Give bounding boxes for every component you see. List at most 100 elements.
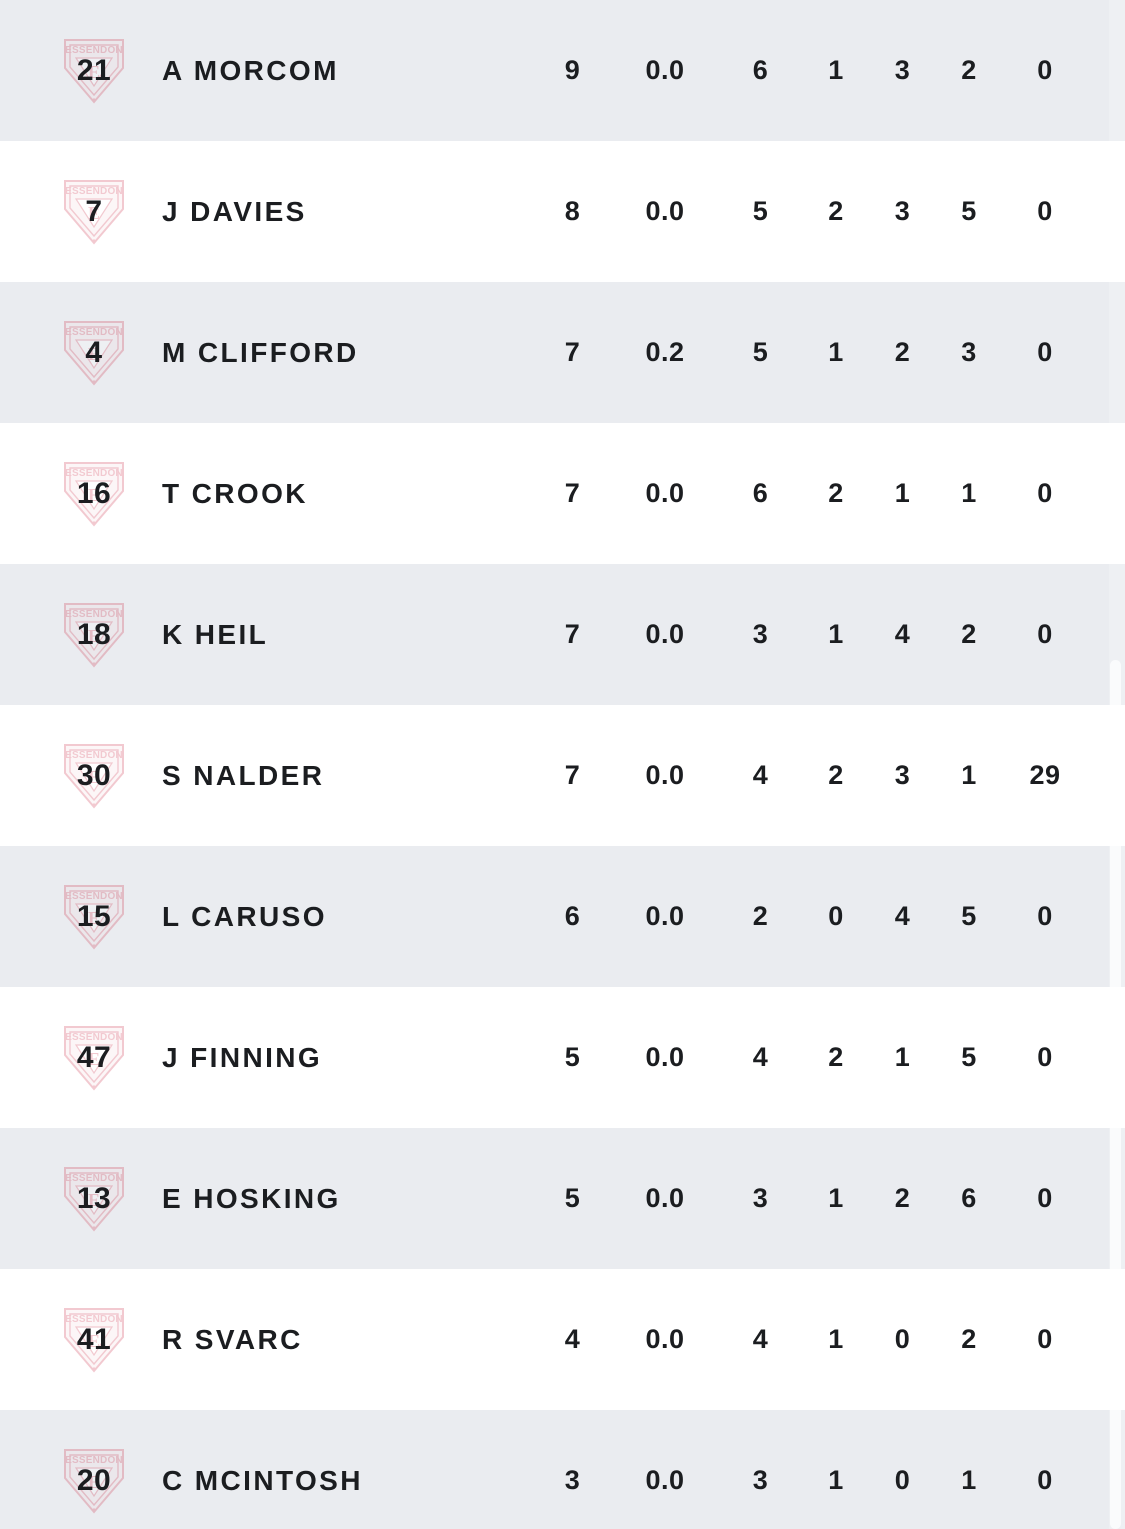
player-name[interactable]: M CLIFFORD (162, 336, 359, 368)
jersey-number: 41 (76, 1322, 112, 1356)
stat-value-6: 3 (961, 337, 977, 367)
player-stats-group: 7 0.0 6 2 1 1 0 (533, 423, 1125, 564)
jersey-number-cell: ESSENDON E 21 (55, 32, 133, 110)
table-row[interactable]: ESSENDON E 4 M CLIFFORD 7 0.2 5 1 2 3 0 (0, 282, 1125, 423)
jersey-number-cell: ESSENDON E 18 (55, 596, 133, 674)
svg-text:E: E (88, 767, 100, 787)
stat-value-2: 0.0 (645, 901, 685, 931)
player-name[interactable]: E HOSKING (162, 1182, 341, 1214)
stat-value-6: 5 (961, 901, 977, 931)
player-name[interactable]: J FINNING (162, 1041, 323, 1073)
player-name[interactable]: R SVARC (162, 1323, 303, 1355)
table-row[interactable]: ESSENDON E 7 J DAVIES 8 0.0 5 2 3 5 0 (0, 141, 1125, 282)
stat-value-3: 2 (752, 901, 769, 931)
essendon-shield-icon: ESSENDON E (64, 1448, 124, 1514)
svg-text:E: E (88, 62, 100, 82)
stat-value-7: 0 (1037, 1183, 1053, 1213)
player-name[interactable]: S NALDER (162, 759, 325, 791)
jersey-number-cell: ESSENDON E 15 (55, 878, 133, 956)
player-stats-group: 7 0.0 3 1 4 2 0 (533, 564, 1125, 705)
stat-value-1: 8 (564, 196, 581, 226)
player-stats-group: 4 0.0 4 1 0 2 0 (533, 1269, 1125, 1410)
stat-value-6: 5 (961, 1042, 977, 1072)
stat-value-7: 0 (1037, 337, 1053, 367)
jersey-number-cell: ESSENDON E 20 (55, 1442, 133, 1520)
stat-value-1: 9 (564, 55, 581, 85)
jersey-number-cell: ESSENDON E 13 (55, 1160, 133, 1238)
stat-value-2: 0.0 (645, 1465, 685, 1495)
stat-value-1: 3 (564, 1465, 581, 1495)
jersey-number-cell: ESSENDON E 16 (55, 455, 133, 533)
svg-text:ESSENDON: ESSENDON (65, 1173, 123, 1184)
stat-value-6: 1 (961, 760, 977, 790)
svg-text:ESSENDON: ESSENDON (65, 1455, 123, 1466)
stat-value-2: 0.0 (645, 55, 685, 85)
table-row[interactable]: ESSENDON E 18 K HEIL 7 0.0 3 1 4 2 0 (0, 564, 1125, 705)
stat-value-5: 1 (894, 478, 911, 508)
stat-value-4: 1 (828, 1324, 844, 1354)
stat-value-7: 0 (1037, 196, 1053, 226)
player-stats-group: 5 0.0 4 2 1 5 0 (533, 987, 1125, 1128)
table-row[interactable]: ESSENDON E 13 E HOSKING 5 0.0 3 1 2 6 0 (0, 1128, 1125, 1269)
stat-value-7: 0 (1037, 1465, 1053, 1495)
stat-value-5: 3 (894, 55, 911, 85)
stat-value-1: 4 (564, 1324, 581, 1354)
svg-text:ESSENDON: ESSENDON (65, 45, 123, 56)
stat-value-4: 0 (828, 901, 844, 931)
stat-value-7: 0 (1037, 478, 1053, 508)
svg-text:E: E (88, 203, 100, 223)
jersey-number: 21 (76, 53, 112, 87)
essendon-shield-icon: ESSENDON E (64, 179, 124, 245)
stat-value-5: 1 (894, 1042, 911, 1072)
stat-value-5: 2 (894, 337, 911, 367)
svg-text:ESSENDON: ESSENDON (65, 891, 123, 902)
stat-value-6: 2 (961, 55, 977, 85)
stat-value-3: 3 (752, 619, 769, 649)
stat-value-2: 0.0 (645, 478, 685, 508)
essendon-shield-icon: ESSENDON E (64, 743, 124, 809)
table-row[interactable]: ESSENDON E 30 S NALDER 7 0.0 4 2 3 1 29 (0, 705, 1125, 846)
stat-value-3: 6 (752, 55, 769, 85)
jersey-number: 16 (76, 476, 112, 510)
jersey-number: 18 (76, 617, 112, 651)
stat-value-7: 0 (1037, 619, 1053, 649)
stat-value-4: 2 (828, 760, 844, 790)
table-row[interactable]: ESSENDON E 20 C MCINTOSH 3 0.0 3 1 0 1 0 (0, 1410, 1125, 1529)
table-row[interactable]: ESSENDON E 16 T CROOK 7 0.0 6 2 1 1 0 (0, 423, 1125, 564)
table-row[interactable]: ESSENDON E 41 R SVARC 4 0.0 4 1 0 2 0 (0, 1269, 1125, 1410)
stat-value-1: 7 (564, 619, 581, 649)
stat-value-1: 7 (564, 337, 581, 367)
stat-value-1: 7 (564, 760, 581, 790)
player-stats-group: 9 0.0 6 1 3 2 0 (533, 0, 1125, 141)
table-row[interactable]: ESSENDON E 47 J FINNING 5 0.0 4 2 1 5 0 (0, 987, 1125, 1128)
stat-value-6: 2 (961, 1324, 977, 1354)
player-name[interactable]: K HEIL (162, 618, 269, 650)
jersey-number: 20 (76, 1463, 112, 1497)
table-row[interactable]: ESSENDON E 15 L CARUSO 6 0.0 2 0 4 5 0 (0, 846, 1125, 987)
player-name[interactable]: C MCINTOSH (162, 1464, 363, 1496)
player-stats-group: 6 0.0 2 0 4 5 0 (533, 846, 1125, 987)
svg-text:ESSENDON: ESSENDON (65, 1032, 123, 1043)
table-row[interactable]: ESSENDON E 21 A MORCOM 9 0.0 6 1 3 2 0 (0, 0, 1125, 141)
stat-value-1: 5 (564, 1042, 581, 1072)
svg-text:E: E (88, 908, 100, 928)
player-name[interactable]: T CROOK (162, 477, 308, 509)
jersey-number-cell: ESSENDON E 4 (55, 314, 133, 392)
stat-value-2: 0.0 (645, 619, 685, 649)
stat-value-3: 5 (752, 196, 769, 226)
jersey-number: 7 (85, 194, 103, 228)
stat-value-6: 1 (961, 478, 977, 508)
player-name[interactable]: J DAVIES (162, 195, 307, 227)
jersey-number-cell: ESSENDON E 47 (55, 1019, 133, 1097)
jersey-number: 13 (76, 1181, 112, 1215)
player-name[interactable]: A MORCOM (162, 54, 339, 86)
jersey-number: 30 (76, 758, 112, 792)
stat-value-4: 1 (828, 1465, 844, 1495)
player-name[interactable]: L CARUSO (162, 900, 327, 932)
stat-value-4: 1 (828, 55, 844, 85)
svg-text:E: E (88, 485, 100, 505)
stat-value-5: 4 (894, 619, 911, 649)
essendon-shield-icon: ESSENDON E (64, 38, 124, 104)
svg-text:E: E (88, 626, 100, 646)
